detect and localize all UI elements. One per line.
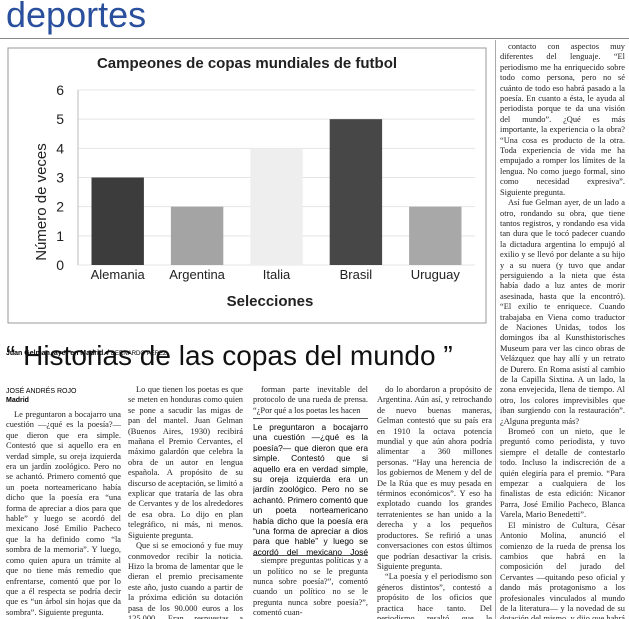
y-tick-label: 0 bbox=[56, 257, 64, 273]
headline: “ Historias de las copas del mundo ” bbox=[6, 340, 453, 371]
y-tick-label: 4 bbox=[56, 140, 64, 156]
paragraph: Lo que tienen los poetas es que se meten… bbox=[128, 385, 243, 540]
chart: Campeones de copas mundiales de futbol N… bbox=[7, 47, 487, 324]
x-tick-label: Italia bbox=[263, 267, 291, 282]
byline-author: JOSÉ ANDRÉS ROJO bbox=[6, 388, 77, 395]
y-tick-label: 3 bbox=[56, 170, 64, 186]
y-tick-label: 6 bbox=[56, 82, 64, 98]
chart-frame bbox=[7, 47, 487, 324]
pullquote: Le preguntaron a bocajarro una cuestión … bbox=[253, 418, 368, 556]
article-column: do lo abordaron a propósito de Argentina… bbox=[377, 385, 492, 619]
x-tick-label: Argentina bbox=[169, 267, 225, 282]
paragraph: Le preguntaron a bocajarro una cuestión … bbox=[6, 410, 121, 617]
paragraph: do lo abordaron a propósito de Argentina… bbox=[377, 385, 492, 571]
bar bbox=[409, 206, 462, 265]
paragraph: Que si se emocionó y fue muy conmovedor … bbox=[128, 541, 243, 619]
bar bbox=[329, 119, 383, 266]
article-column: forman parte inevitable del protocolo de… bbox=[253, 385, 368, 619]
side-column: contacto con aspectos muy diferentes del… bbox=[500, 42, 625, 619]
x-tick-label: Uruguay bbox=[411, 267, 461, 282]
paragraph: contacto con aspectos muy diferentes del… bbox=[500, 42, 625, 197]
paragraph: Así fue Gelman ayer, de un lado a otro, … bbox=[500, 198, 625, 426]
section-title: deportes bbox=[6, 0, 147, 35]
divider bbox=[495, 40, 496, 619]
photo-credit: BERNARDO PÉREZ bbox=[111, 351, 167, 357]
paragraph: Bromeó con un nieto, que le preguntó com… bbox=[500, 427, 625, 520]
caption-text: Juan Gelman, ayer en Madrid. bbox=[6, 350, 106, 357]
paragraph: siempre preguntas políticas y a un polít… bbox=[253, 556, 368, 618]
paragraph: “La poesía y el periodismo son géneros d… bbox=[377, 572, 492, 619]
bar bbox=[91, 177, 144, 265]
y-axis-title: Número de veces bbox=[33, 143, 50, 261]
x-tick-label: Alemania bbox=[91, 267, 146, 282]
x-axis-title: Selecciones bbox=[227, 293, 314, 310]
byline-place: Madrid bbox=[6, 397, 29, 404]
article-column: Le preguntaron a bocajarro una cuestión … bbox=[6, 410, 121, 619]
y-tick-label: 5 bbox=[56, 111, 64, 127]
paragraph: El ministro de Cultura, César Antonio Mo… bbox=[500, 520, 625, 619]
rule bbox=[0, 38, 629, 39]
y-tick-label: 1 bbox=[56, 228, 64, 244]
bar bbox=[170, 206, 224, 265]
x-tick-label: Brasil bbox=[340, 267, 373, 282]
article-column: Lo que tienen los poetas es que se meten… bbox=[128, 385, 243, 619]
paragraph: forman parte inevitable del protocolo de… bbox=[253, 385, 368, 415]
bar bbox=[250, 148, 303, 265]
caption: Juan Gelman, ayer en Madrid. / BERNARDO … bbox=[6, 350, 167, 357]
y-tick-label: 2 bbox=[56, 199, 64, 215]
chart-title: Campeones de copas mundiales de futbol bbox=[97, 55, 397, 72]
